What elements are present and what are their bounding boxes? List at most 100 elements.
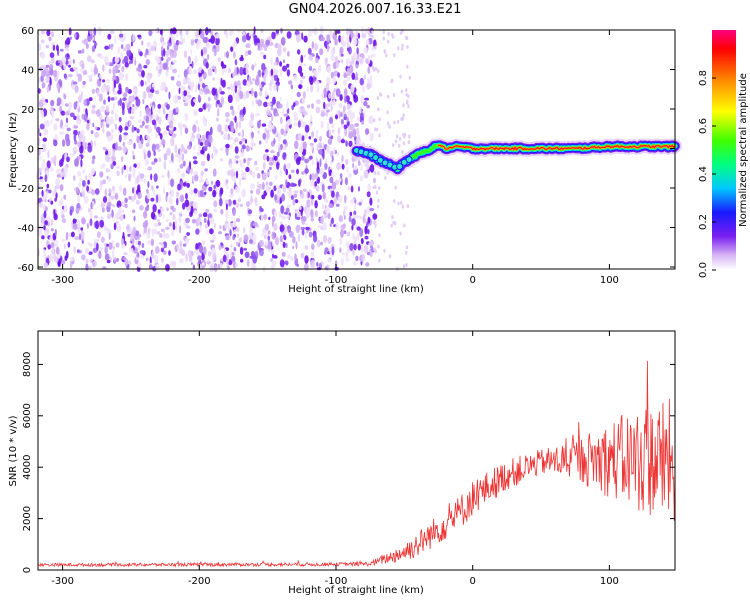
noise-speck (107, 177, 112, 183)
noise-speck (176, 167, 181, 174)
noise-speck (257, 99, 263, 107)
noise-speck (283, 146, 286, 150)
noise-speck (136, 128, 140, 134)
noise-speck (129, 234, 133, 242)
noise-speck (184, 127, 189, 134)
y-tick-label: 0 (22, 567, 33, 573)
noise-speck (157, 193, 162, 203)
y-tick-label: -60 (18, 263, 34, 274)
noise-speck (74, 85, 79, 93)
noise-speck (37, 156, 42, 161)
noise-speck (340, 35, 345, 42)
noise-speck (268, 161, 274, 166)
noise-speck (366, 82, 371, 90)
noise-speck (301, 171, 305, 175)
noise-speck (64, 123, 69, 128)
noise-speck (306, 190, 309, 199)
noise-speck (219, 187, 224, 195)
noise-speck (184, 199, 190, 208)
noise-speck (323, 101, 326, 110)
noise-speck (313, 42, 318, 51)
noise-speck (346, 231, 351, 237)
noise-speck (82, 180, 86, 187)
noise-speck (161, 50, 164, 58)
noise-speck (107, 213, 112, 220)
noise-speck (270, 101, 274, 107)
noise-speck (301, 155, 305, 161)
noise-speck (405, 88, 408, 93)
noise-speck (140, 254, 144, 259)
noise-speck (111, 249, 115, 259)
noise-speck (117, 146, 123, 151)
noise-speck (185, 225, 191, 229)
noise-speck (232, 71, 235, 78)
noise-speck (156, 126, 161, 133)
noise-speck (220, 208, 224, 215)
y-tick-label: -40 (18, 224, 34, 235)
noise-speck (102, 64, 105, 73)
noise-speck (372, 213, 378, 220)
noise-speck (123, 47, 127, 52)
noise-speck (232, 51, 236, 59)
noise-speck (150, 197, 155, 202)
noise-speck (262, 132, 267, 140)
noise-speck (300, 54, 304, 63)
noise-speck (174, 144, 178, 154)
noise-speck (376, 96, 380, 100)
noise-speck (394, 139, 398, 144)
noise-speck (398, 136, 402, 141)
noise-speck (111, 209, 114, 218)
noise-speck (234, 177, 237, 183)
noise-speck (210, 31, 213, 36)
noise-speck (378, 186, 381, 191)
noise-speck (106, 78, 110, 84)
noise-speck (377, 171, 380, 176)
noise-speck (377, 69, 380, 73)
noise-speck (255, 113, 261, 117)
noise-speck (51, 56, 55, 64)
noise-speck (95, 220, 100, 230)
noise-speck (361, 33, 367, 39)
noise-speck (302, 188, 307, 192)
noise-speck (275, 29, 279, 34)
noise-speck (361, 120, 365, 125)
noise-speck (133, 215, 136, 222)
noise-speck (338, 110, 341, 119)
noise-speck (198, 138, 201, 145)
noise-speck (150, 211, 156, 220)
colorbar: 0.00.20.40.60.8 Normalized spectral ampl… (698, 30, 749, 278)
noise-speck (285, 168, 289, 176)
noise-speck (49, 78, 52, 86)
noise-speck (230, 244, 233, 248)
noise-speck (151, 119, 157, 126)
noise-speck (277, 142, 281, 148)
noise-speck (361, 244, 364, 253)
noise-speck (344, 177, 348, 186)
noise-speck (254, 91, 258, 98)
noise-speck (265, 149, 269, 153)
noise-speck (303, 63, 307, 67)
noise-speck (146, 192, 151, 200)
noise-speck (61, 260, 66, 265)
noise-speck (300, 72, 304, 77)
noise-speck (229, 144, 233, 150)
noise-speck (169, 37, 172, 44)
noise-speck (260, 214, 264, 222)
noise-speck (254, 166, 260, 171)
noise-speck (283, 188, 287, 193)
noise-speck (158, 242, 163, 245)
noise-speck (95, 188, 100, 195)
noise-speck (139, 250, 145, 255)
noise-speck (339, 173, 343, 179)
noise-speck (311, 243, 315, 250)
noise-speck (345, 140, 348, 147)
noise-speck (286, 191, 292, 195)
noise-speck (405, 92, 408, 97)
noise-speck (158, 108, 161, 114)
noise-speck (264, 223, 270, 231)
noise-speck (108, 232, 111, 240)
noise-speck (247, 209, 253, 215)
noise-speck (56, 102, 60, 107)
